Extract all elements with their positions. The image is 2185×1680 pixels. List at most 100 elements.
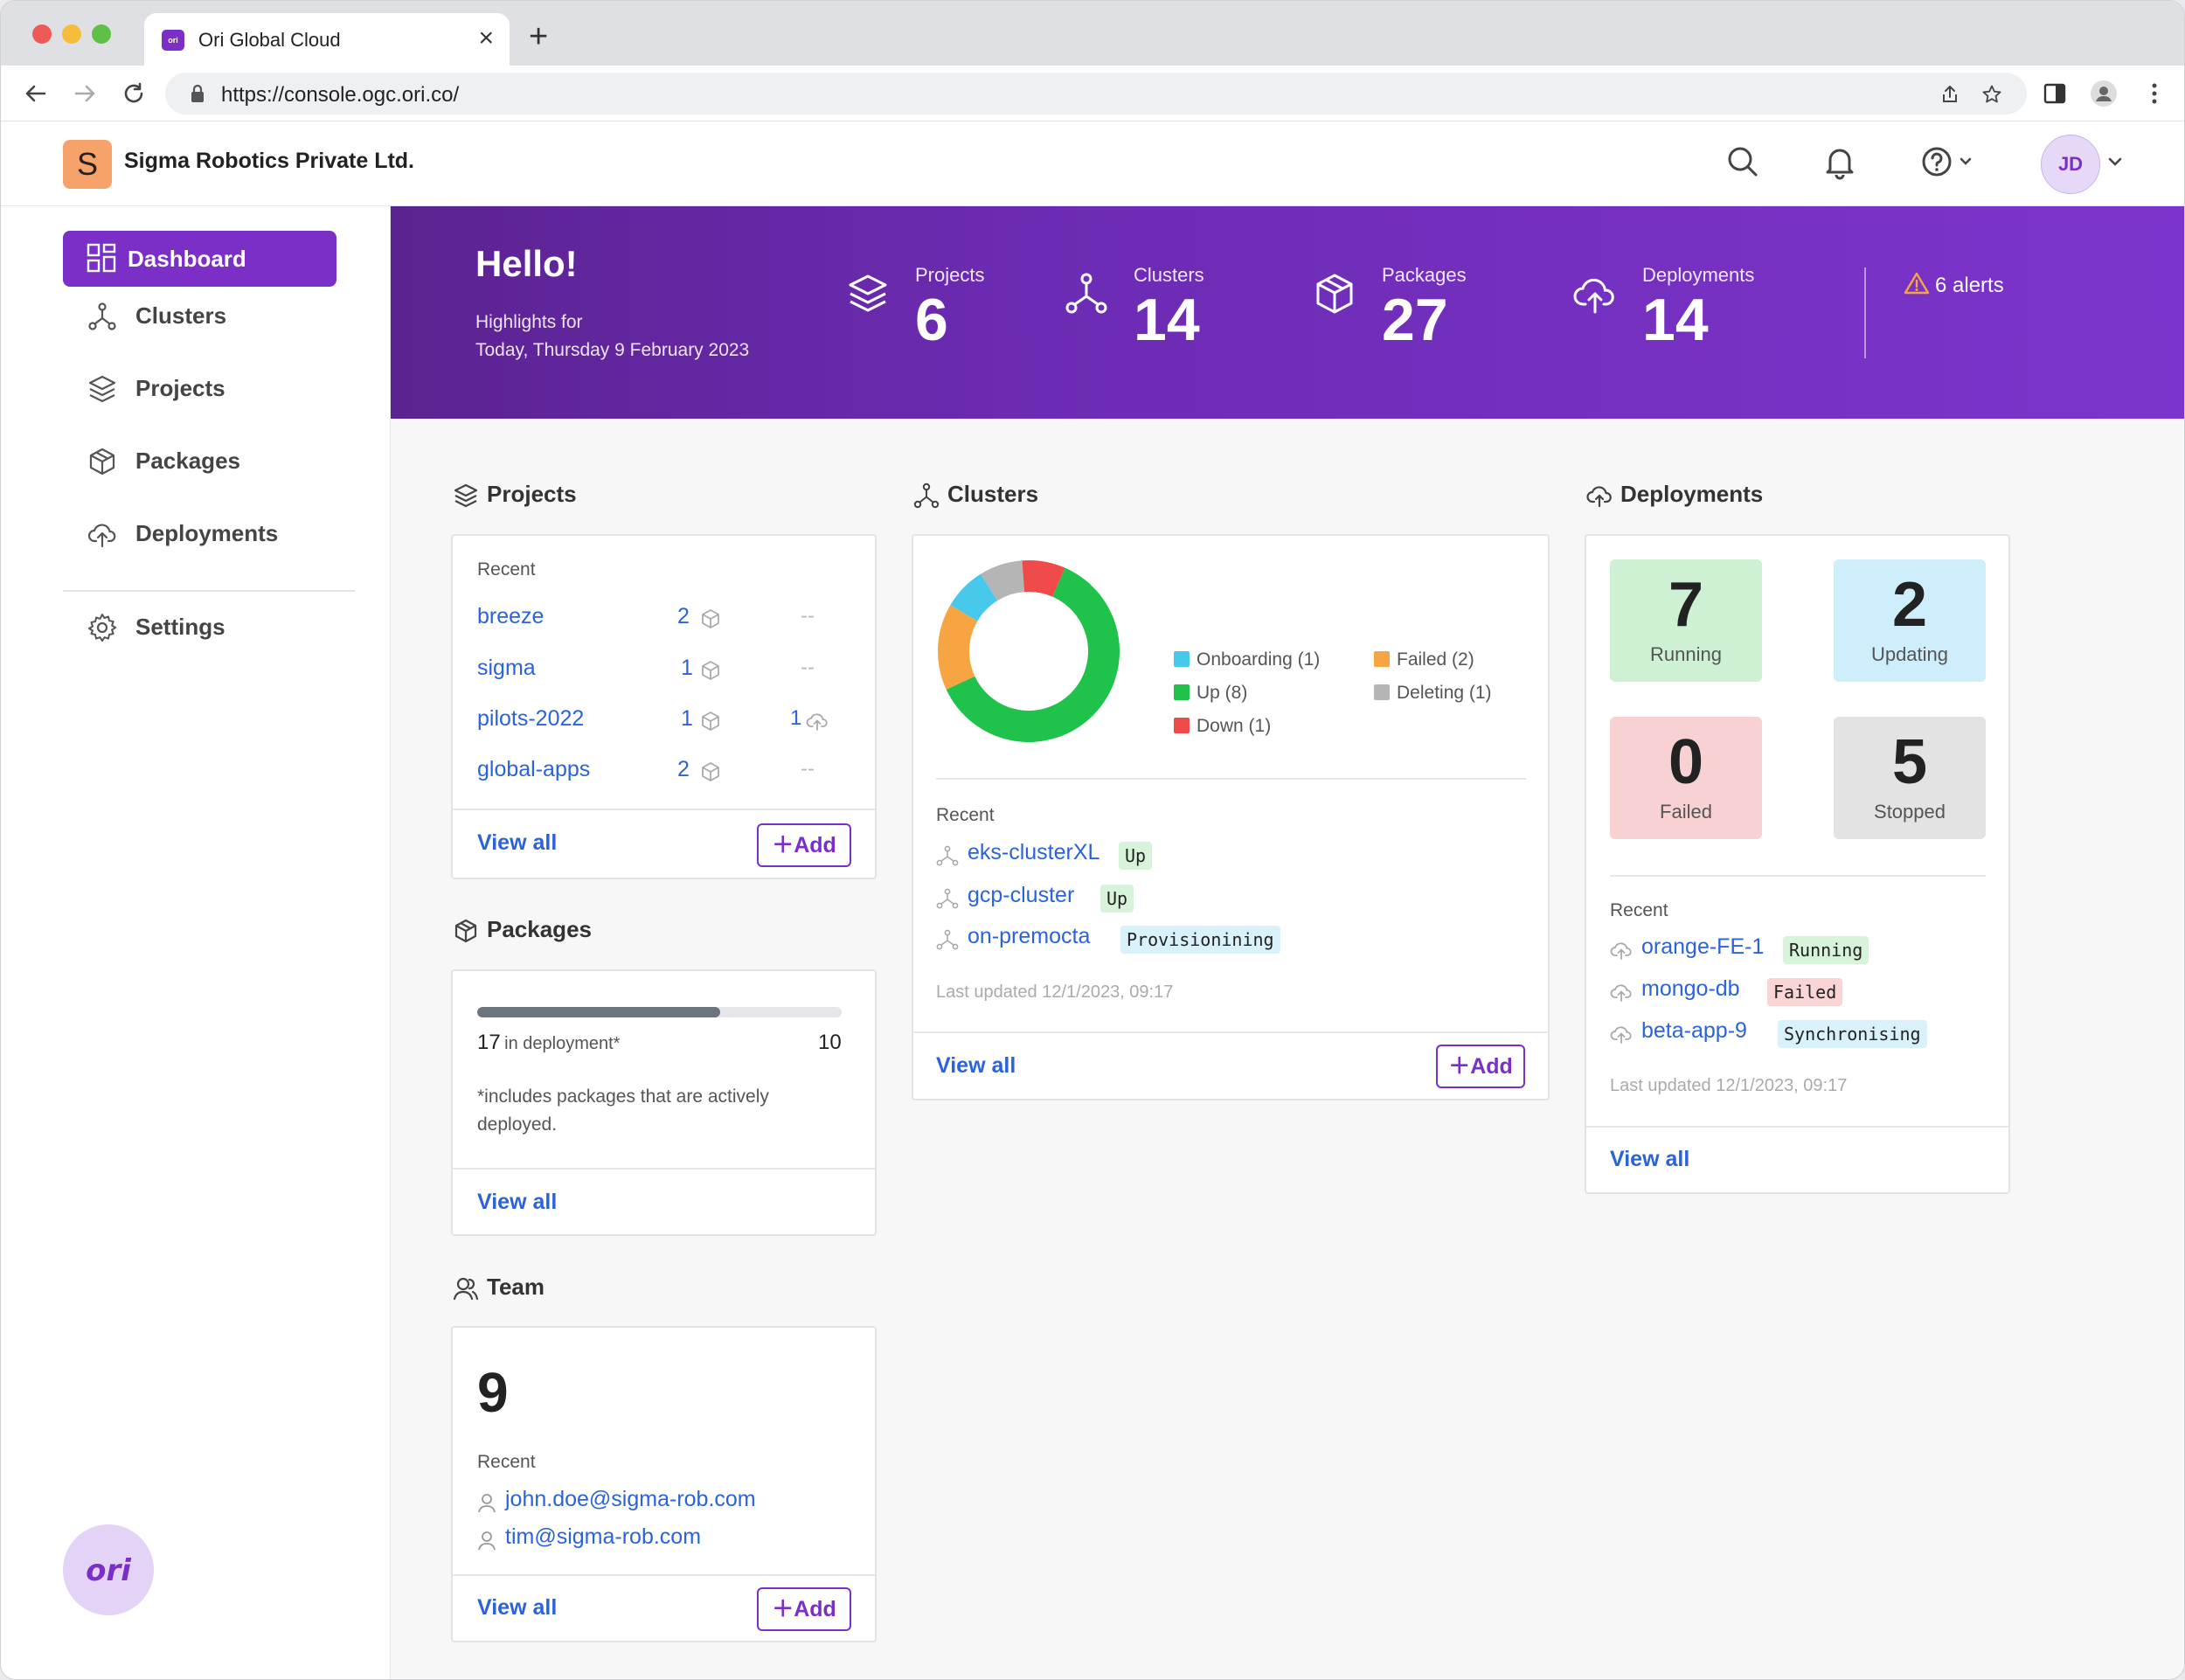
bell-icon[interactable]	[1821, 142, 1859, 181]
add-label: Add	[794, 1597, 836, 1621]
donut-slice-deleting[interactable]	[981, 560, 1025, 601]
new-tab-button[interactable]: +	[529, 18, 549, 55]
project-row[interactable]: global-apps 2 --	[477, 757, 862, 788]
project-name[interactable]: pilots-2022	[477, 706, 585, 731]
deployments-running-tile[interactable]: 7 Running	[1610, 559, 1762, 682]
stat-label: Clusters	[1134, 264, 1204, 286]
profile-icon[interactable]	[2090, 80, 2118, 108]
packages-view-all-link[interactable]: View all	[477, 1190, 558, 1214]
plus-icon: ＋	[772, 1597, 794, 1621]
status-badge: Failed	[1767, 978, 1843, 1006]
sidebar-item-settings[interactable]: Settings	[63, 599, 336, 655]
alerts-link[interactable]: 6 alerts	[1904, 271, 2004, 298]
deployments-view-all-link[interactable]: View all	[1610, 1147, 1690, 1171]
tab-title: Ori Global Cloud	[198, 29, 341, 51]
layers-icon	[849, 274, 887, 312]
package-icon	[702, 762, 719, 781]
deployment-name[interactable]: beta-app-9	[1641, 1018, 1747, 1043]
sidebar-item-label: Clusters	[135, 302, 227, 329]
project-package-count: 1	[681, 656, 693, 680]
back-icon[interactable]	[20, 78, 52, 109]
share-icon[interactable]	[1939, 84, 1960, 105]
packages-in-deployment: 17 in deployment*	[477, 1031, 620, 1055]
team-member-email[interactable]: john.doe@sigma-rob.com	[505, 1487, 756, 1511]
chevron-down-icon[interactable]	[2105, 152, 2125, 171]
stat-value: 14	[1134, 287, 1200, 353]
project-name[interactable]: breeze	[477, 604, 545, 628]
cloud-upload-icon	[806, 713, 828, 731]
deployments-updating-tile[interactable]: 2 Updating	[1834, 559, 1986, 682]
deployments-stopped-tile[interactable]: 5 Stopped	[1834, 717, 1986, 839]
card-divider	[453, 1574, 875, 1576]
reload-icon[interactable]	[118, 78, 149, 109]
minimize-window-button[interactable]	[62, 24, 81, 44]
legend-item: Up (8)	[1174, 683, 1247, 704]
card-divider	[453, 1168, 875, 1170]
stat-value: 6	[915, 287, 948, 353]
add-cluster-button[interactable]: ＋Add	[1436, 1045, 1525, 1088]
sidebar-item-deployments[interactable]: Deployments	[63, 505, 336, 561]
forward-icon[interactable]	[69, 78, 101, 109]
sidebar-item-clusters[interactable]: Clusters	[63, 288, 336, 344]
clusters-view-all-link[interactable]: View all	[936, 1053, 1016, 1078]
cluster-icon	[936, 929, 959, 950]
bookmark-star-icon[interactable]	[1981, 84, 2002, 105]
projects-view-all-link[interactable]: View all	[477, 830, 558, 855]
project-row[interactable]: pilots-2022 1 1	[477, 706, 862, 738]
packages-card: 17 in deployment* 10 *includes packages …	[451, 969, 877, 1236]
deployment-name[interactable]: orange-FE-1	[1641, 934, 1765, 959]
project-row[interactable]: sigma 1 --	[477, 656, 862, 687]
add-project-button[interactable]: ＋Add	[757, 823, 851, 867]
sidebar: Dashboard Clusters Projects Packages Dep…	[1, 206, 391, 1679]
cluster-icon	[1065, 273, 1107, 314]
help-icon[interactable]	[1918, 142, 1979, 181]
project-name[interactable]: sigma	[477, 656, 536, 680]
project-row[interactable]: breeze 2 --	[477, 604, 862, 635]
browser-menu-icon[interactable]	[2140, 80, 2168, 108]
team-member-email[interactable]: tim@sigma-rob.com	[505, 1524, 702, 1549]
address-bar[interactable]: https://console.ogc.ori.co/	[165, 73, 2027, 115]
cluster-name[interactable]: on-premocta	[968, 924, 1091, 948]
deployment-name[interactable]: mongo-db	[1641, 976, 1740, 1001]
sidebar-item-projects[interactable]: Projects	[63, 360, 336, 416]
cluster-name[interactable]: eks-clusterXL	[968, 840, 1100, 864]
add-label: Add	[1470, 1054, 1513, 1079]
tile-label: Stopped	[1874, 801, 1946, 823]
org-avatar[interactable]: S	[63, 140, 112, 189]
user-avatar[interactable]: JD	[2041, 135, 2100, 194]
card-divider	[936, 778, 1526, 780]
add-team-member-button[interactable]: ＋Add	[757, 1587, 851, 1631]
deployments-failed-tile[interactable]: 0 Failed	[1610, 717, 1762, 839]
sidebar-item-label: Settings	[135, 614, 225, 640]
project-name[interactable]: global-apps	[477, 757, 591, 781]
package-icon	[702, 712, 719, 731]
deployments-section-title: Deployments	[1586, 481, 1814, 512]
browser-tab[interactable]: ori Ori Global Cloud ×	[144, 13, 510, 66]
tile-label: Updating	[1870, 643, 1949, 665]
sidebar-divider	[63, 590, 355, 592]
in-deployment-label: in deployment*	[504, 1034, 621, 1053]
sidebar-item-label: Packages	[135, 448, 240, 474]
donut-slice-down[interactable]	[1022, 560, 1065, 597]
ori-logo-text: ori	[86, 1553, 132, 1588]
package-icon	[89, 448, 115, 476]
clusters-section-title: Clusters	[913, 481, 1088, 512]
project-package-count: 2	[677, 757, 690, 781]
donut-slice-failed[interactable]	[938, 605, 978, 690]
url-text: https://console.ogc.ori.co/	[221, 83, 460, 107]
user-icon	[478, 1494, 496, 1513]
sidebar-toggle-icon[interactable]	[2041, 80, 2069, 108]
donut-slice-up[interactable]	[946, 567, 1120, 742]
team-view-all-link[interactable]: View all	[477, 1595, 558, 1620]
tile-value: 0	[1668, 727, 1704, 797]
maximize-window-button[interactable]	[92, 24, 111, 44]
tab-close-icon[interactable]: ×	[478, 24, 494, 52]
cluster-name[interactable]: gcp-cluster	[968, 883, 1075, 907]
recent-label: Recent	[1610, 900, 1668, 920]
search-icon[interactable]	[1724, 142, 1762, 181]
sidebar-item-dashboard[interactable]: Dashboard	[63, 231, 336, 287]
close-window-button[interactable]	[32, 24, 52, 44]
sidebar-item-packages[interactable]: Packages	[63, 433, 336, 489]
highlights-date-text: Today, Thursday 9 February 2023	[475, 340, 750, 360]
donut-slice-onboarding[interactable]	[950, 573, 998, 621]
